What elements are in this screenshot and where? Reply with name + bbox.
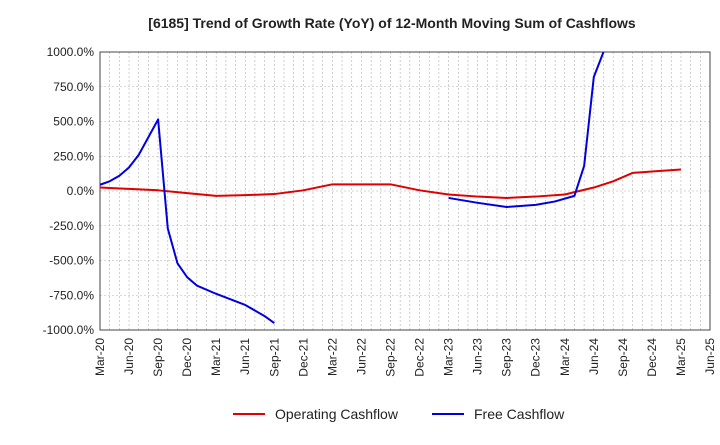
x-tick-label: Jun-20 xyxy=(122,338,136,375)
series-line-free-cashflow xyxy=(100,52,605,324)
legend: Operating Cashflow Free Cashflow xyxy=(233,406,565,422)
x-tick-label: Mar-21 xyxy=(209,338,223,376)
legend-label: Operating Cashflow xyxy=(275,406,399,422)
plot-border xyxy=(99,51,711,331)
x-tick-label: Jun-22 xyxy=(354,338,368,375)
y-tick-label: -500.0% xyxy=(49,254,94,268)
y-tick-label: -750.0% xyxy=(49,288,94,302)
x-tick-label: Sep-22 xyxy=(383,338,397,377)
legend-label: Free Cashflow xyxy=(474,406,565,422)
x-tick-label: Mar-25 xyxy=(674,338,688,376)
y-tick-label: 0.0% xyxy=(67,184,95,198)
y-tick-label: -250.0% xyxy=(49,219,94,233)
axis-layer: -1000.0% -750.0% -500.0% -250.0% 0.0% 250.0% 5… xyxy=(43,45,717,377)
x-tick-label: Mar-20 xyxy=(93,338,107,376)
grid-layer xyxy=(100,52,710,330)
x-tick-label: Jun-23 xyxy=(471,338,485,375)
x-tick-label: Sep-20 xyxy=(151,338,165,377)
y-tick-label: 750.0% xyxy=(53,80,94,94)
x-tick-label: Dec-24 xyxy=(645,338,659,377)
y-tick-label: -1000.0% xyxy=(43,323,95,337)
y-tick-label: 500.0% xyxy=(53,115,94,129)
x-tick-label: Sep-23 xyxy=(500,338,514,377)
x-tick-label: Sep-24 xyxy=(616,338,630,377)
x-tick-label: Dec-23 xyxy=(529,338,543,377)
x-tick-label: Mar-23 xyxy=(442,338,456,376)
x-tick-label: Sep-21 xyxy=(267,338,281,377)
y-tick-label: 250.0% xyxy=(53,149,94,163)
x-tick-label: Mar-22 xyxy=(325,338,339,376)
x-tick-label: Dec-21 xyxy=(296,338,310,377)
y-tick-label: 1000.0% xyxy=(47,45,95,59)
series-layer xyxy=(100,52,682,324)
x-tick-label: Jun-25 xyxy=(703,338,717,375)
chart-title: [6185] Trend of Growth Rate (YoY) of 12-… xyxy=(148,15,636,31)
x-tick-label: Jun-21 xyxy=(238,338,252,375)
series-line-operating-cashflow xyxy=(100,168,682,199)
x-tick-label: Mar-24 xyxy=(558,338,572,376)
x-tick-label: Jun-24 xyxy=(587,338,601,375)
x-tick-label: Dec-22 xyxy=(413,338,427,377)
x-tick-label: Dec-20 xyxy=(180,338,194,377)
